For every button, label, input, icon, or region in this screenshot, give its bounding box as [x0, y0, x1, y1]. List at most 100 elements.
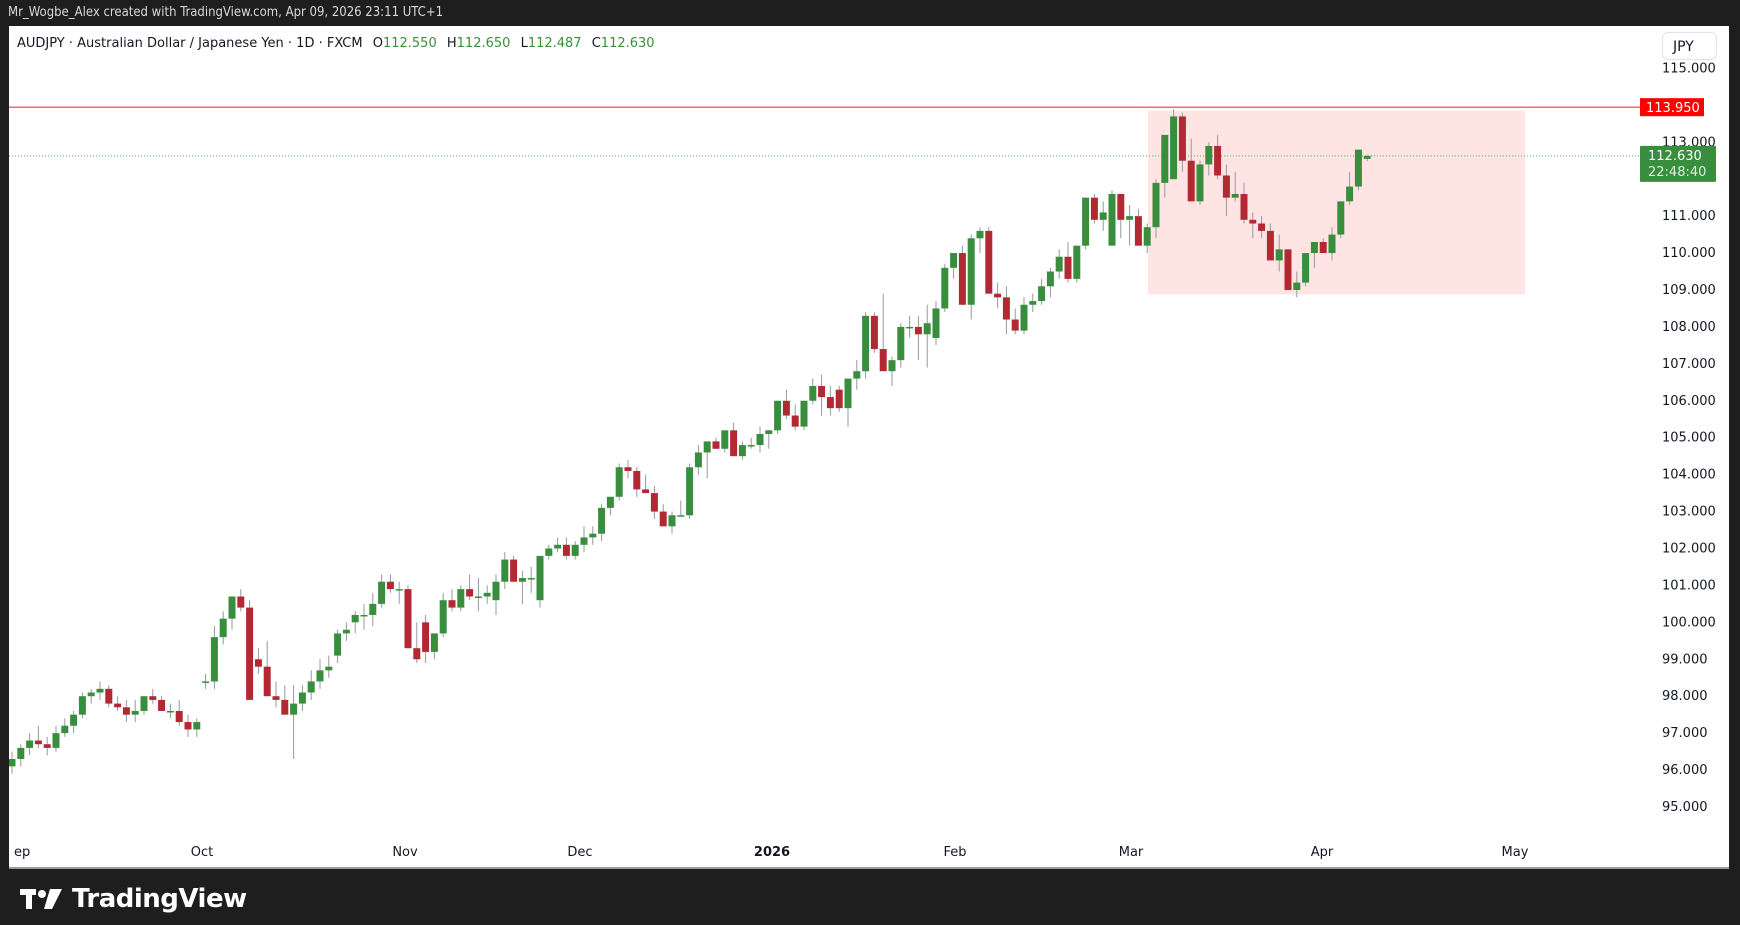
candle	[642, 489, 650, 494]
candle	[1222, 175, 1230, 198]
candle	[1020, 304, 1028, 331]
resistance-price-label	[1640, 98, 1704, 117]
open-label: O	[372, 36, 383, 51]
candle	[686, 467, 694, 516]
candle	[122, 707, 130, 715]
candle	[712, 441, 720, 449]
candle	[52, 733, 60, 748]
candle	[9, 758, 16, 767]
candle	[17, 747, 25, 759]
candle	[202, 681, 210, 683]
candle	[1319, 241, 1327, 254]
candle	[281, 699, 289, 715]
candle	[272, 696, 280, 700]
candle	[545, 548, 553, 556]
candle	[61, 725, 69, 734]
high-value: 112.650	[456, 36, 511, 51]
candle	[1178, 116, 1186, 161]
candle	[1082, 197, 1090, 246]
candle	[492, 581, 500, 601]
candle	[219, 618, 227, 638]
tradingview-logo-icon	[20, 889, 62, 909]
candle	[96, 688, 104, 693]
candle	[906, 326, 914, 329]
candle	[853, 371, 861, 379]
candle	[932, 308, 940, 338]
candle	[193, 722, 201, 730]
candle	[774, 400, 782, 431]
candle	[369, 603, 377, 615]
price-axis-label: 103.000	[1662, 505, 1716, 520]
candle	[1117, 193, 1125, 220]
brand-name: TradingView	[72, 884, 247, 914]
candle	[897, 326, 905, 361]
candle	[1126, 216, 1134, 220]
candle	[1011, 319, 1019, 331]
candle	[950, 253, 958, 268]
candle	[1108, 193, 1116, 246]
symbol-title: AUDJPY · Australian Dollar / Japanese Ye…	[17, 36, 363, 51]
candle	[228, 596, 236, 619]
candle	[1196, 164, 1204, 202]
candle	[800, 400, 808, 427]
candle	[1363, 155, 1371, 159]
candle	[818, 385, 826, 398]
candle	[105, 688, 113, 704]
time-axis-label: Apr	[1311, 845, 1334, 860]
candle	[1161, 134, 1169, 183]
candle	[78, 696, 86, 715]
candle	[1038, 286, 1046, 302]
candle	[1214, 145, 1222, 176]
price-axis-label: 105.000	[1662, 431, 1716, 446]
price-axis-label: 111.000	[1662, 209, 1716, 224]
candle	[1275, 249, 1283, 261]
candle	[316, 670, 324, 682]
open-value: 112.550	[382, 36, 437, 51]
candle	[923, 323, 931, 335]
chart-frame[interactable]: 115.000 113.000 111.000 110.000 109.000 108.0…	[9, 26, 1729, 869]
time-axis-label: Nov	[392, 845, 418, 860]
candlestick-chart[interactable]: 115.000113.000111.000110.000109.000108.0…	[9, 26, 1729, 867]
candle	[175, 710, 183, 723]
candle	[994, 293, 1002, 298]
candle	[298, 692, 306, 704]
candle	[263, 666, 271, 697]
close-label: C	[591, 36, 601, 51]
candle	[131, 710, 139, 715]
candle	[1354, 149, 1362, 187]
price-axis-label: 96.000	[1662, 763, 1708, 778]
tradingview-logo: TradingView	[20, 884, 247, 914]
candle	[114, 703, 122, 708]
price-axis-label: 100.000	[1662, 615, 1716, 630]
candle	[360, 614, 368, 617]
symbol-legend: AUDJPY · Australian Dollar / Japanese Ye…	[17, 36, 655, 51]
time-axis-label: Feb	[943, 845, 966, 860]
candle	[395, 589, 403, 591]
candle	[1346, 186, 1354, 202]
candle	[351, 614, 359, 623]
candle	[70, 714, 78, 726]
candle	[589, 533, 597, 538]
close-value: 112.630	[600, 36, 655, 51]
time-axis-label: ep	[14, 845, 30, 860]
resistance-price-text: 113.950	[1646, 101, 1700, 116]
candle	[703, 441, 711, 453]
price-axis-label: 109.000	[1662, 283, 1716, 298]
candle	[1293, 282, 1301, 290]
candle	[413, 648, 421, 660]
attribution-bar: Mr_Wogbe_Alex created with TradingView.c…	[0, 0, 1740, 26]
candle	[158, 699, 166, 711]
candle	[430, 633, 438, 652]
price-axis-label: 108.000	[1662, 320, 1716, 335]
candle	[598, 507, 606, 534]
candle	[659, 511, 667, 527]
last-price-text: 112.630	[1648, 149, 1702, 164]
price-axis-label: 98.000	[1662, 689, 1708, 704]
low-value: 112.487	[527, 36, 582, 51]
candle	[870, 315, 878, 350]
candle	[254, 659, 262, 667]
range-zone-rectangle[interactable]	[1148, 110, 1525, 295]
price-axis-label: 97.000	[1662, 726, 1708, 741]
currency-button[interactable]: JPY	[1662, 32, 1717, 60]
candle	[1205, 145, 1213, 165]
